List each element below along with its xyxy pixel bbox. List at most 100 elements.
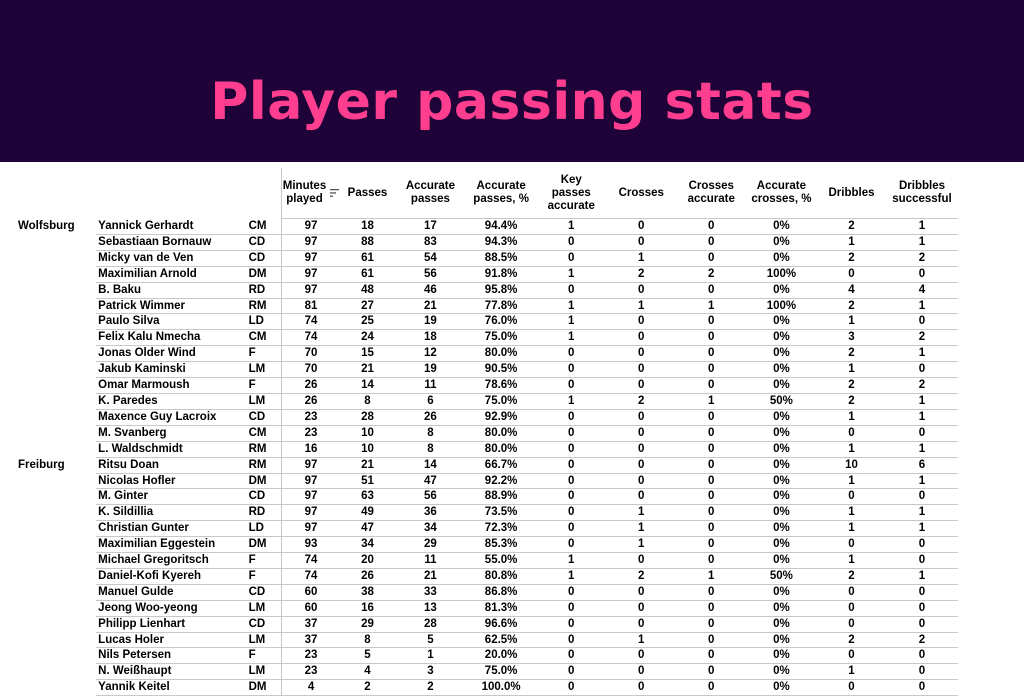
key-passes-accurate-cell: 1 [536,313,607,331]
passes-cell: 18 [340,218,395,235]
crosses-accurate-cell: 1 [676,298,747,315]
minutes-played-cell: 4 [280,679,341,696]
accurate-passes-cell: 11 [394,552,466,569]
player-name-cell: Patrick Wimmer [96,298,247,315]
dribbles-cell: 0 [816,600,887,617]
player-name-cell: Jeong Woo-yeong [96,600,247,617]
key-passes-accurate-cell: 0 [536,600,607,617]
key-passes-accurate-cell: 0 [536,616,607,633]
position-cell: F [246,345,282,363]
minutes-played-cell: 70 [280,361,341,379]
position-cell: CD [246,584,282,601]
crosses-cell: 0 [606,361,677,379]
player-name-cell: Sebastiaan Bornauw [96,234,247,251]
minutes-played-cell: 97 [280,473,341,490]
accurate-crosses-pct-cell: 0% [746,313,817,331]
dribbles-cell: 3 [816,329,887,347]
accurate-crosses-pct-cell: 0% [746,647,817,665]
accurate-passes-cell: 5 [394,632,466,649]
accurate-crosses-pct-cell: 0% [746,520,817,538]
accurate-crosses-pct-cell: 0% [746,600,817,617]
player-name-cell: B. Baku [96,282,247,299]
dribbles-successful-cell: 0 [886,266,958,283]
dribbles-successful-cell: 1 [886,393,958,410]
crosses-cell: 1 [606,632,677,649]
crosses-accurate-cell: 1 [676,568,747,585]
dribbles-cell: 2 [816,345,887,363]
passes-cell: 61 [340,250,395,267]
dribbles-successful-cell: 2 [886,632,958,649]
dribbles-cell: 1 [816,441,887,458]
position-cell: CD [246,234,282,251]
accurate-passes-cell: 12 [394,345,466,363]
table-row: Lucas Holer LM 37 8 5 62.5% 0 1 0 0% 2 2 [14,632,1024,649]
dribbles-cell: 1 [816,520,887,538]
header-row: Minutes played Passes Accurate passes Acc… [14,168,1024,219]
position-cell: F [246,552,282,569]
key-passes-accurate-cell: 0 [536,377,607,394]
crosses-cell: 0 [606,679,677,696]
dribbles-successful-cell: 0 [886,313,958,331]
accurate-passes-pct-cell: 62.5% [466,632,537,649]
player-name-cell: L. Waldschmidt [96,441,247,458]
key-passes-accurate-cell: 0 [536,647,607,665]
dribbles-cell: 0 [816,584,887,601]
table-row: Felix Kalu Nmecha CM 74 24 18 75.0% 1 0 0 0% 3 2 [14,329,1024,347]
table-row: Wolfsburg Yannick Gerhardt CM 97 18 17 94.4% 1 0… [14,218,1024,235]
key-passes-accurate-cell: 1 [536,568,607,585]
table-row: Philipp Lienhart CD 37 29 28 96.6% 0 0 0 0% 0 0 [14,616,1024,633]
minutes-played-cell: 74 [280,329,341,347]
minutes-played-cell: 97 [280,457,341,474]
table-row: Maximilian Arnold DM 97 61 56 91.8% 1 2 2 100% 0 0 [14,266,1024,283]
accurate-passes-cell: 8 [394,441,466,458]
minutes-played-cell: 93 [280,536,341,554]
dribbles-cell: 1 [816,234,887,251]
passes-cell: 8 [340,632,395,649]
accurate-passes-cell: 29 [394,536,466,554]
sort-descending-icon[interactable] [330,189,340,197]
crosses-cell: 0 [606,488,677,506]
key-passes-accurate-cell: 0 [536,473,607,490]
passes-cell: 27 [340,298,395,315]
passes-cell: 38 [340,584,395,601]
team-name-cell [14,441,96,457]
crosses-accurate-cell: 0 [676,345,747,363]
crosses-accurate-cell: 0 [676,663,747,681]
player-name-cell: Lucas Holer [96,632,247,649]
stats-body: Wolfsburg Yannick Gerhardt CM 97 18 17 94.4% 1 0… [14,218,1024,696]
table-row: K. Paredes LM 26 8 6 75.0% 1 2 1 50% 2 1 [14,393,1024,410]
key-passes-accurate-cell: 0 [536,488,607,506]
dribbles-cell: 10 [816,457,887,474]
table-row: Nils Petersen F 23 5 1 20.0% 0 0 0 0% 0 0 [14,647,1024,665]
header-minutes-played[interactable]: Minutes played [280,168,341,219]
position-cell: DM [246,266,282,283]
team-name-cell [14,250,96,266]
accurate-crosses-pct-cell: 0% [746,616,817,633]
accurate-crosses-pct-cell: 0% [746,441,817,458]
accurate-passes-pct-cell: 85.3% [466,536,537,554]
position-cell: F [246,568,282,585]
accurate-crosses-pct-cell: 0% [746,663,817,681]
dribbles-cell: 0 [816,647,887,665]
accurate-passes-pct-cell: 80.0% [466,441,537,458]
crosses-cell: 0 [606,584,677,601]
accurate-crosses-pct-cell: 100% [746,298,817,315]
dribbles-cell: 2 [816,393,887,410]
dribbles-successful-cell: 1 [886,473,958,490]
minutes-played-cell: 16 [280,441,341,458]
accurate-passes-cell: 26 [394,409,466,426]
team-name-cell [14,584,96,600]
position-cell: CD [246,250,282,267]
player-name-cell: K. Paredes [96,393,247,410]
player-name-cell: Maximilian Eggestein [96,536,247,554]
dribbles-cell: 0 [816,488,887,506]
dribbles-successful-cell: 1 [886,520,958,538]
header-blank-player [96,168,246,219]
accurate-passes-cell: 47 [394,473,466,490]
crosses-accurate-cell: 0 [676,457,747,474]
accurate-passes-cell: 3 [394,663,466,681]
player-name-cell: Omar Marmoush [96,377,247,394]
team-name-cell [14,266,96,282]
position-cell: LD [246,313,282,331]
crosses-cell: 0 [606,647,677,665]
